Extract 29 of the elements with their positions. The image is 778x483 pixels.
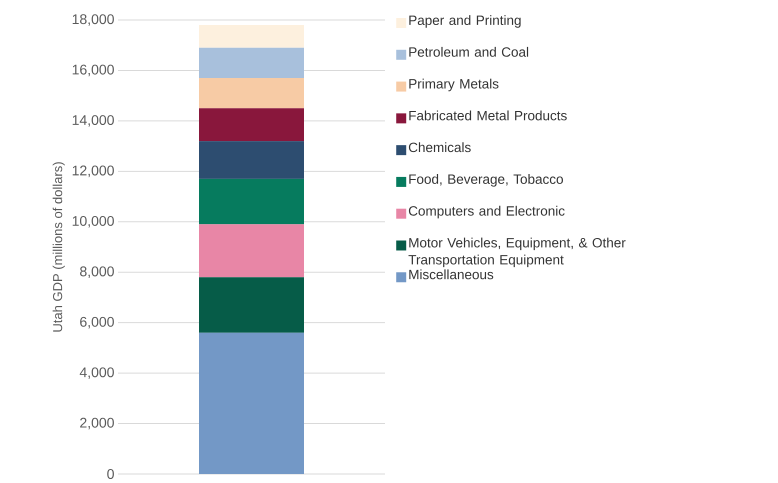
y-tick-label: 10,000	[72, 216, 114, 228]
y-tick-label: 12,000	[72, 166, 114, 178]
y-tick-label: 8,000	[80, 266, 114, 278]
legend-label: Motor Vehicles, Equipment, & Other Transportation Equipment	[408, 238, 626, 268]
bar	[199, 178, 304, 224]
y-axis-title: Utah GDP (millions of dollars)	[52, 162, 65, 332]
legend-label: Chemicals	[408, 142, 471, 152]
y-tick-label: 0	[107, 469, 114, 479]
bar	[199, 332, 304, 474]
legend-label: Primary Metals	[409, 78, 498, 92]
y-tick-label: 16,000	[72, 64, 114, 76]
y-tick-label: 6,000	[80, 316, 114, 328]
legend-label: Food, Beverage, Tobacco	[409, 174, 563, 187]
legend-label: Fabricated Metal Products	[409, 110, 567, 120]
bar	[199, 224, 304, 278]
y-tick-label: 14,000	[72, 115, 114, 127]
bar	[199, 277, 304, 333]
legend-label: Miscellaneous	[409, 269, 494, 280]
bar	[199, 48, 304, 78]
y-tick-label: 2,000	[80, 418, 114, 430]
bar	[199, 78, 304, 108]
legend-label: Petroleum and Coal	[409, 46, 528, 57]
legend-label: Paper and Printing	[409, 15, 521, 28]
bar	[199, 141, 304, 179]
bar	[199, 25, 304, 48]
bar	[199, 108, 304, 142]
y-tick-label: 18,000	[72, 14, 114, 26]
y-tick-label: 4,000	[80, 367, 114, 379]
legend-label: Computers and Electronic	[408, 206, 565, 218]
